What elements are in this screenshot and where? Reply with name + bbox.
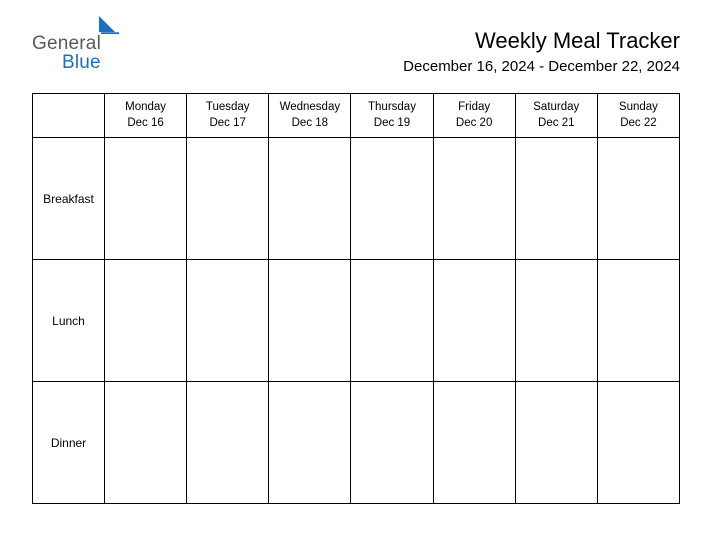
header: General Blue Weekly Meal Tracker Decembe… [32, 28, 680, 75]
logo-text: General Blue [32, 34, 101, 72]
col-date: Dec 17 [209, 117, 245, 129]
meal-cell[interactable] [515, 382, 597, 504]
meal-cell[interactable] [351, 382, 433, 504]
row-label: Dinner [33, 382, 105, 504]
meal-cell[interactable] [351, 260, 433, 382]
title-block: Weekly Meal Tracker December 16, 2024 - … [403, 28, 680, 75]
logo: General Blue [32, 28, 121, 72]
col-date: Dec 20 [456, 117, 492, 129]
col-date: Dec 19 [374, 117, 410, 129]
col-header: Saturday Dec 21 [515, 94, 597, 138]
logo-line2: Blue [62, 53, 101, 72]
meal-cell[interactable] [187, 382, 269, 504]
col-weekday: Tuesday [206, 101, 250, 113]
col-header: Sunday Dec 22 [597, 94, 679, 138]
col-header: Monday Dec 16 [105, 94, 187, 138]
row-label: Lunch [33, 260, 105, 382]
meal-cell[interactable] [105, 138, 187, 260]
meal-cell[interactable] [105, 260, 187, 382]
meal-cell[interactable] [351, 138, 433, 260]
table-header-row: Monday Dec 16 Tuesday Dec 17 Wednesday Dec … [33, 94, 680, 138]
meal-cell[interactable] [105, 382, 187, 504]
meal-tracker-table: Monday Dec 16 Tuesday Dec 17 Wednesday Dec … [32, 93, 680, 504]
col-header: Thursday Dec 19 [351, 94, 433, 138]
meal-cell[interactable] [187, 260, 269, 382]
col-header: Tuesday Dec 17 [187, 94, 269, 138]
table-row: Lunch [33, 260, 680, 382]
meal-cell[interactable] [597, 382, 679, 504]
meal-cell[interactable] [269, 138, 351, 260]
meal-cell[interactable] [433, 138, 515, 260]
meal-cell[interactable] [515, 260, 597, 382]
table-row: Dinner [33, 382, 680, 504]
col-weekday: Thursday [368, 101, 416, 113]
meal-cell[interactable] [597, 138, 679, 260]
col-date: Dec 16 [127, 117, 163, 129]
table-row: Breakfast [33, 138, 680, 260]
col-header: Wednesday Dec 18 [269, 94, 351, 138]
col-weekday: Sunday [619, 101, 658, 113]
col-header: Friday Dec 20 [433, 94, 515, 138]
col-date: Dec 21 [538, 117, 574, 129]
col-date: Dec 22 [620, 117, 656, 129]
meal-cell[interactable] [269, 382, 351, 504]
logo-line2-row: Blue [32, 53, 101, 72]
row-label: Breakfast [33, 138, 105, 260]
meal-cell[interactable] [187, 138, 269, 260]
meal-cell[interactable] [433, 382, 515, 504]
date-range: December 16, 2024 - December 22, 2024 [403, 58, 680, 75]
sail-icon [99, 15, 121, 39]
page: General Blue Weekly Meal Tracker Decembe… [0, 0, 712, 550]
col-weekday: Monday [125, 101, 166, 113]
col-weekday: Wednesday [280, 101, 341, 113]
meal-cell[interactable] [515, 138, 597, 260]
page-title: Weekly Meal Tracker [403, 28, 680, 54]
col-weekday: Saturday [533, 101, 579, 113]
col-weekday: Friday [458, 101, 490, 113]
logo-line1: General [32, 34, 101, 53]
meal-cell[interactable] [433, 260, 515, 382]
meal-cell[interactable] [269, 260, 351, 382]
table-corner [33, 94, 105, 138]
col-date: Dec 18 [292, 117, 328, 129]
meal-cell[interactable] [597, 260, 679, 382]
